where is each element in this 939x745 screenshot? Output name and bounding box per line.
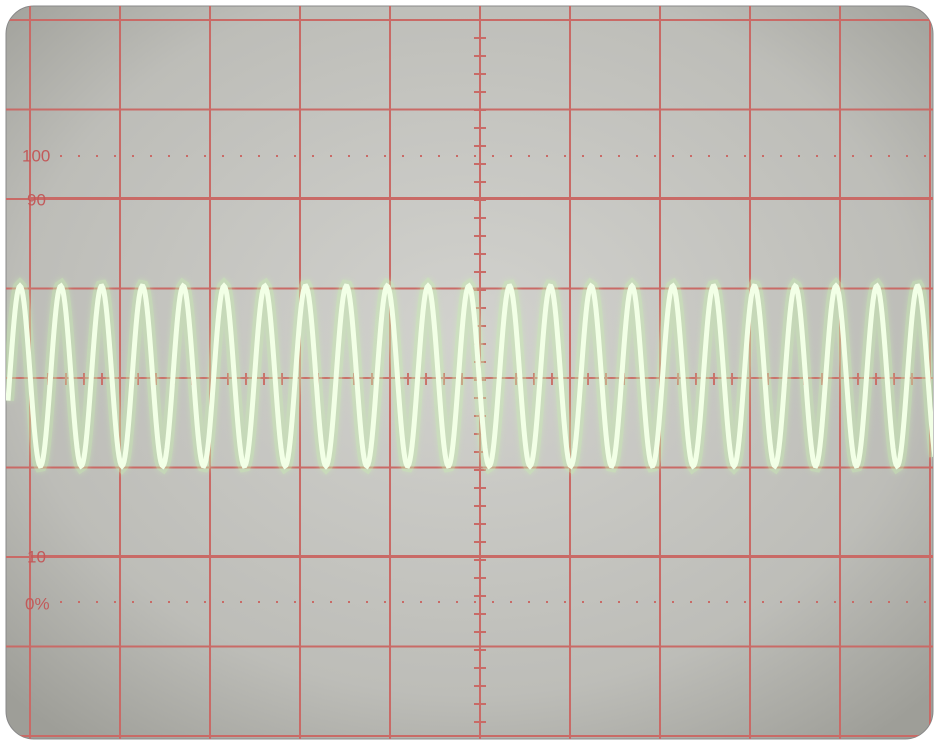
oscilloscope-photo: 100 90 10 0% [0,0,939,745]
label-90: 90 [27,190,46,209]
screen [6,6,933,739]
page: 100 90 10 0% (() => { const data = JSON.… [0,0,939,745]
label-100: 100 [22,146,50,165]
label-10: 10 [27,547,46,566]
label-0-percent: 0% [25,594,50,613]
